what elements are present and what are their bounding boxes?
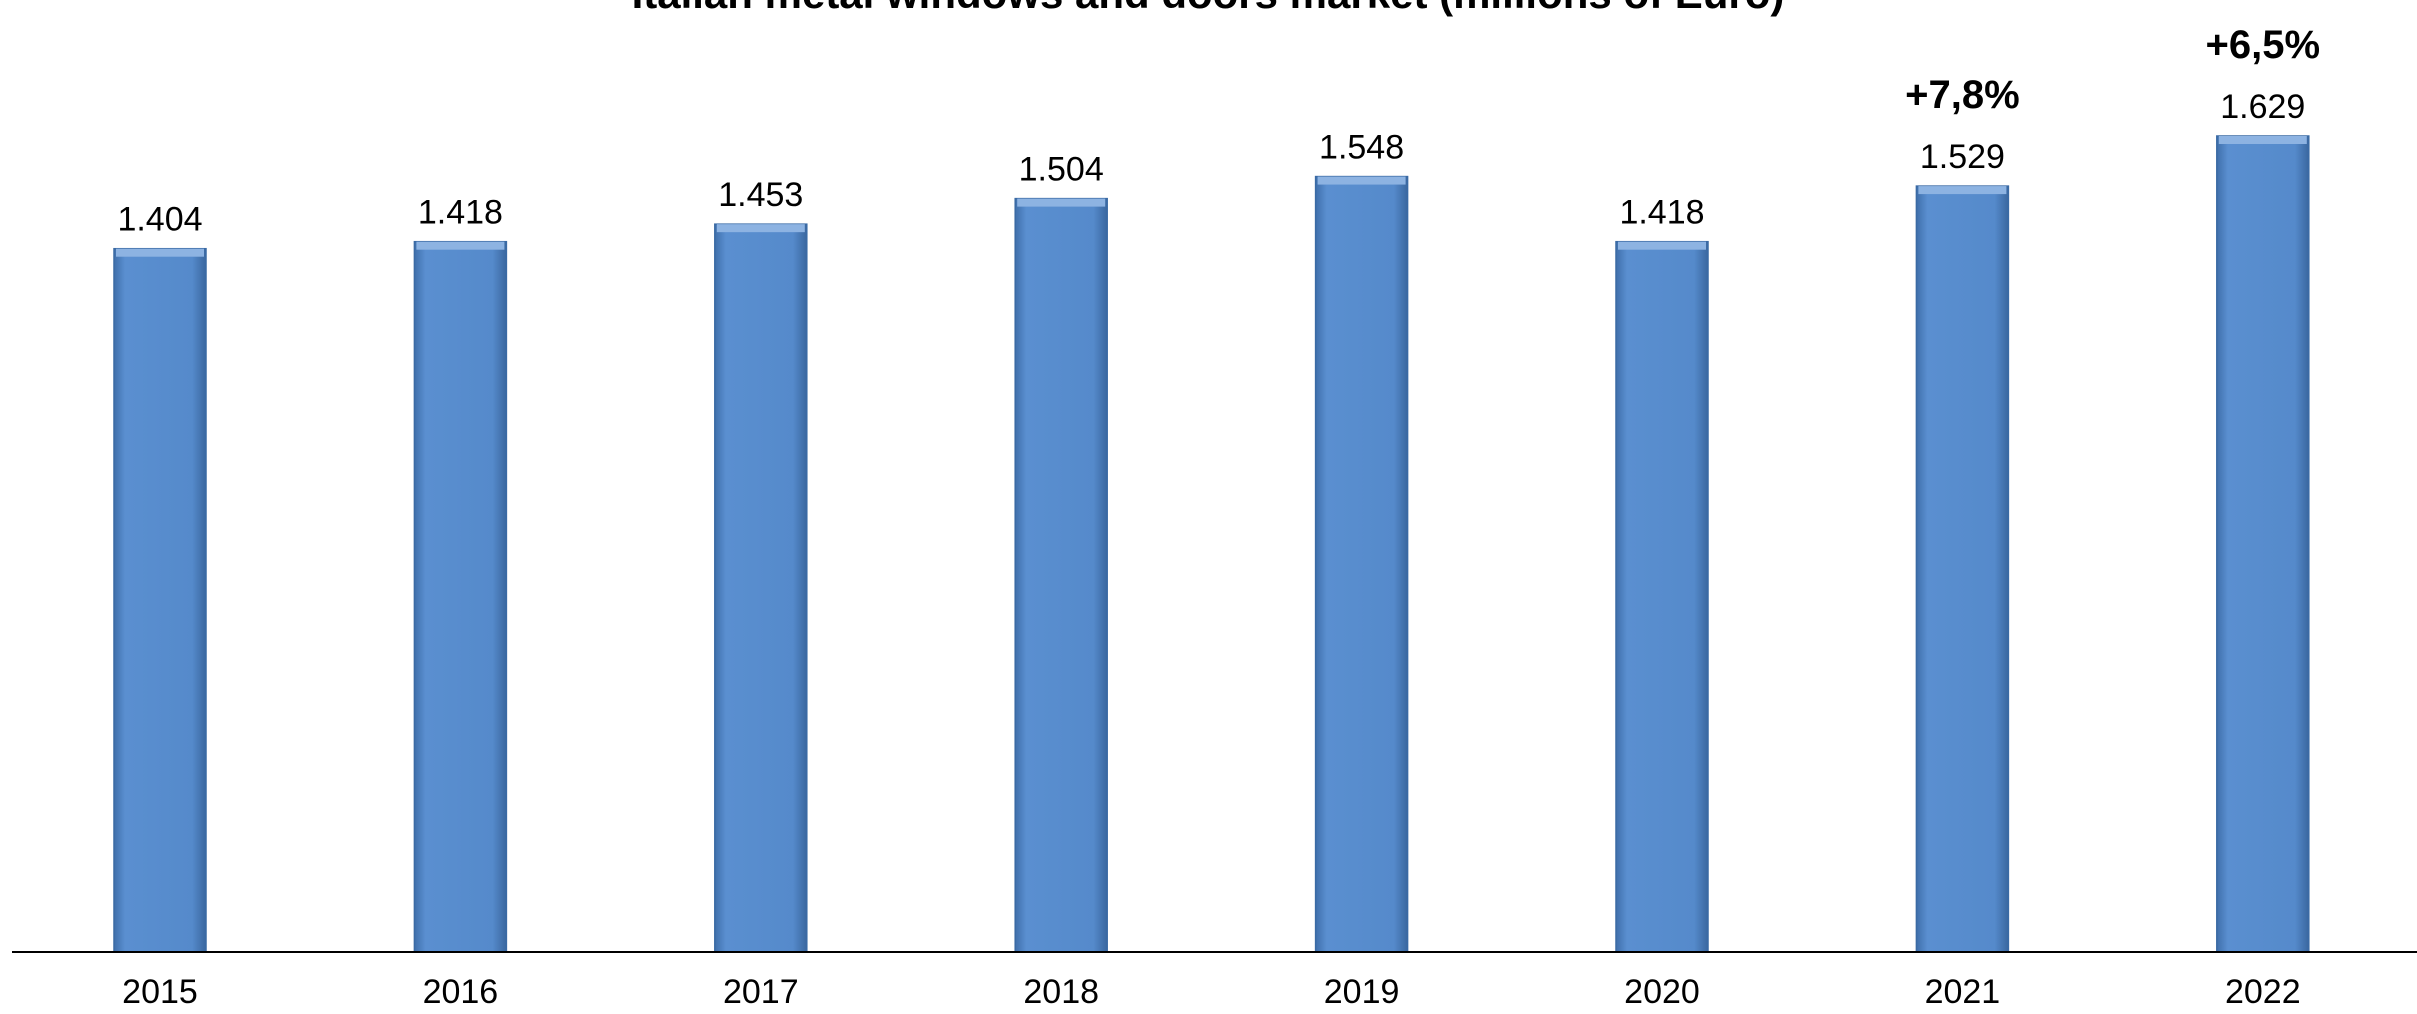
value-label-2020: 1.418 <box>1619 194 1704 232</box>
bar-top-highlight-2016 <box>416 241 505 250</box>
x-tick-label-2015: 2015 <box>122 973 198 1011</box>
value-label-2022: 1.629 <box>2220 88 2305 126</box>
chart-title: Italian metal windows and doors market (… <box>632 0 1785 17</box>
bar-2019 <box>1314 175 1409 953</box>
bar-top-highlight-2020 <box>1618 241 1706 250</box>
value-label-2017: 1.453 <box>718 176 803 214</box>
bar-2017 <box>714 223 808 953</box>
bar-2018 <box>1014 197 1108 953</box>
value-label-2015: 1.404 <box>117 201 202 239</box>
x-tick-label-2021: 2021 <box>1925 973 2001 1011</box>
bar-top-highlight-2022 <box>2218 136 2307 144</box>
bar-2020 <box>1615 240 1709 953</box>
bars-group: 1.404 2015 1.418 2016 1.453 2017 1.504 2018 1.54… <box>113 23 2321 1011</box>
bar-top-highlight-2015 <box>116 248 204 257</box>
growth-annotation-2021: +7,8% <box>1905 73 2020 117</box>
growth-annotation-2022: +6,5% <box>2206 23 2321 67</box>
bar-top-highlight-2018 <box>1017 198 1106 207</box>
value-label-2021: 1.529 <box>1920 138 2005 176</box>
x-tick-label-2019: 2019 <box>1324 973 1400 1011</box>
x-tick-label-2017: 2017 <box>723 973 799 1011</box>
x-tick-label-2018: 2018 <box>1023 973 1099 1011</box>
bar-2021 <box>1915 185 2010 953</box>
bar-top-highlight-2019 <box>1317 176 1406 185</box>
value-label-2016: 1.418 <box>418 194 503 232</box>
bar-2015 <box>113 247 207 953</box>
bar-2022 <box>2216 135 2310 953</box>
x-tick-label-2020: 2020 <box>1624 973 1700 1011</box>
x-tick-label-2022: 2022 <box>2225 973 2301 1011</box>
x-tick-label-2016: 2016 <box>423 973 499 1011</box>
bar-top-highlight-2017 <box>716 224 805 233</box>
bar-top-highlight-2021 <box>1918 186 2007 195</box>
bar-2016 <box>413 240 508 953</box>
value-label-2018: 1.504 <box>1019 151 1104 189</box>
value-label-2019: 1.548 <box>1319 129 1404 167</box>
